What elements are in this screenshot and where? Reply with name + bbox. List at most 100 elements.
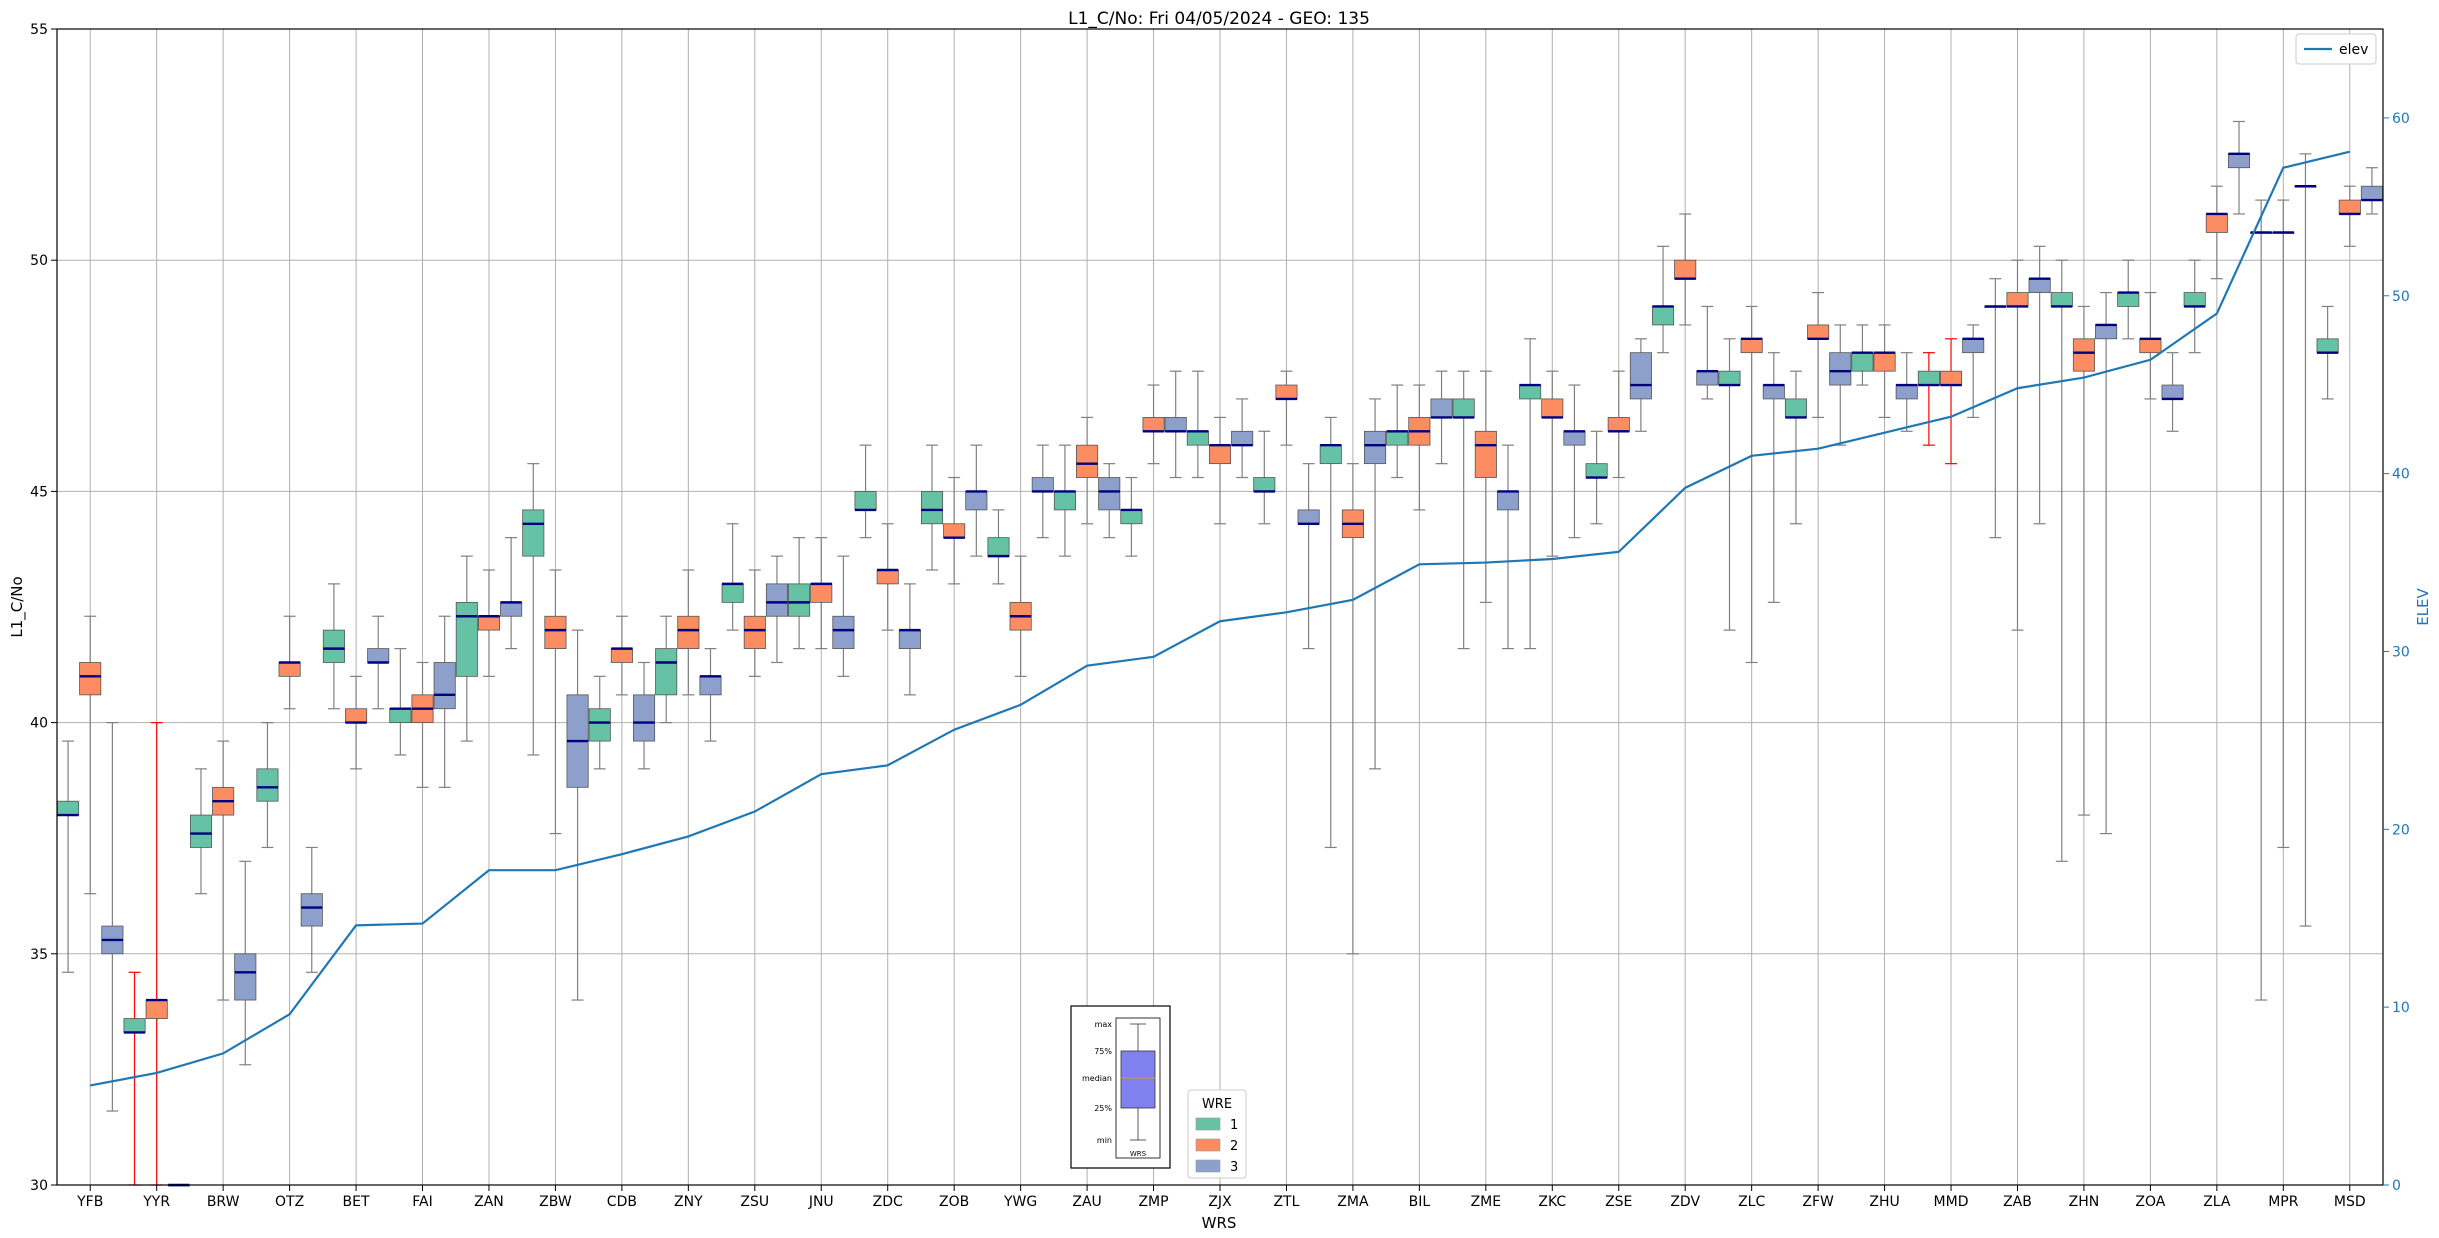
box-zsu-wre1 <box>721 523 744 631</box>
box-zdc-wre2 <box>876 523 899 631</box>
box-body <box>677 615 700 650</box>
box-body <box>1917 370 1940 386</box>
box-body <box>1541 398 1564 418</box>
x-tick-label: OTZ <box>275 1194 304 1210</box>
box-zmp-wre3 <box>1164 370 1187 479</box>
x-tick-label: FAI <box>412 1194 432 1210</box>
box-ywg-wre1 <box>987 509 1010 585</box>
y2-tick-label: 50 <box>2392 289 2410 305</box>
box-body <box>389 708 412 724</box>
box-zme-wre1 <box>1452 370 1475 650</box>
box-body <box>2095 324 2118 340</box>
box-body <box>1430 398 1453 418</box>
box-zmp-wre2 <box>1142 384 1165 465</box>
box-zkc-wre1 <box>1519 338 1542 650</box>
boxplot-key-label: median <box>1082 1074 1112 1083</box>
wre-legend-label: 1 <box>1230 1118 1238 1133</box>
x-tick-label: BIL <box>1409 1194 1431 1210</box>
box-body <box>854 490 877 511</box>
box-mmd-wre3 <box>1962 324 1985 419</box>
box-body <box>699 675 722 696</box>
box-zdv-wre3 <box>1696 305 1719 400</box>
box-body <box>544 615 567 650</box>
box-zla-wre1 <box>2183 259 2206 354</box>
box-zlc-wre1 <box>1718 338 1741 631</box>
box-zoa-wre2 <box>2139 291 2162 400</box>
box-zse-wre3 <box>1629 338 1652 432</box>
box-cdb-wre2 <box>610 615 633 696</box>
box-bet-wre3 <box>367 615 390 710</box>
box-zsu-wre3 <box>765 555 788 664</box>
x-tick-label: ZHU <box>1869 1194 1899 1210</box>
box-otz-wre1 <box>256 721 279 849</box>
box-body <box>322 629 345 663</box>
box-zan-wre3 <box>500 537 523 650</box>
box-body <box>1496 490 1520 511</box>
box-body <box>810 583 833 603</box>
x-tick-label: ZLA <box>2203 1194 2231 1210</box>
box-body <box>123 1018 146 1033</box>
box-zhu-wre2 <box>1873 324 1896 419</box>
box-body <box>300 893 323 927</box>
x-tick-label: ZDV <box>1670 1194 1700 1210</box>
box-zdc-wre1 <box>854 444 877 539</box>
box-body <box>920 490 944 525</box>
box-body <box>1474 430 1497 478</box>
wre-legend-swatch <box>1195 1159 1221 1173</box>
box-body <box>79 662 102 696</box>
box-body <box>832 615 855 650</box>
box-jnu-wre3 <box>832 555 855 677</box>
box-ztl-wre3 <box>1297 463 1320 650</box>
box-body <box>2050 292 2073 307</box>
y-tick-label: 50 <box>30 253 48 269</box>
boxplot-key-label: max <box>1095 1020 1113 1029</box>
box-zab-wre3 <box>2028 245 2051 525</box>
box-zfw-wre2 <box>1807 291 1830 419</box>
x-tick-label: ZMA <box>1337 1194 1369 1210</box>
box-series <box>57 120 2383 1187</box>
box-zsu-wre2 <box>743 569 766 677</box>
box-body <box>1563 430 1586 446</box>
box-body <box>477 615 501 631</box>
x-tick-label: ZMP <box>1138 1194 1168 1210</box>
box-body <box>1164 417 1187 432</box>
box-bet-wre2 <box>345 675 368 770</box>
box-zbw-wre2 <box>544 569 567 835</box>
wre-legend-swatch <box>1195 1138 1221 1152</box>
y-tick-label: 45 <box>30 484 48 500</box>
box-body <box>2338 199 2361 215</box>
box-zob-wre3 <box>965 444 988 557</box>
elev-line <box>90 150 2351 1087</box>
wre-legend-label: 3 <box>1230 1160 1238 1175</box>
box-zhu-wre1 <box>1851 324 1874 386</box>
box-body <box>1652 306 1675 326</box>
box-body <box>1386 430 1409 446</box>
box-body <box>2227 153 2251 169</box>
y2-tick-label: 0 <box>2392 1178 2401 1194</box>
wre-legend-box <box>1187 1089 1247 1179</box>
wre-legend-title: WRE <box>1202 1097 1232 1112</box>
box-jnu-wre1 <box>788 537 811 650</box>
box-ywg-wre2 <box>1009 555 1032 677</box>
x-tick-label: ZAN <box>474 1194 504 1210</box>
x-tick-label: ZME <box>1471 1194 1502 1210</box>
boxplot-key-label: 25% <box>1094 1104 1112 1113</box>
box-ywg-wre3 <box>1031 444 1054 539</box>
box-body <box>2139 338 2162 354</box>
box-mmd-wre1 <box>1917 352 1940 446</box>
x-tick-label: JNU <box>808 1194 834 1210</box>
box-zma-wre1 <box>1319 416 1342 849</box>
box-body <box>588 708 611 742</box>
wre-legend-swatch <box>1195 1117 1221 1131</box>
box-zse-wre1 <box>1585 430 1608 525</box>
wre-legend: WRE 1 2 3 <box>1187 1089 1247 1179</box>
box-body <box>1674 259 1697 280</box>
box-zhn-wre3 <box>2095 291 2118 835</box>
x-tick-label: ZFW <box>1802 1194 1834 1210</box>
box-body <box>1364 430 1387 465</box>
box-zan-wre2 <box>477 569 501 677</box>
box-body <box>367 648 390 663</box>
box-zbw-wre3 <box>566 629 589 1001</box>
box-mmd-wre2 <box>1939 338 1963 465</box>
box-zse-wre2 <box>1607 370 1630 479</box>
